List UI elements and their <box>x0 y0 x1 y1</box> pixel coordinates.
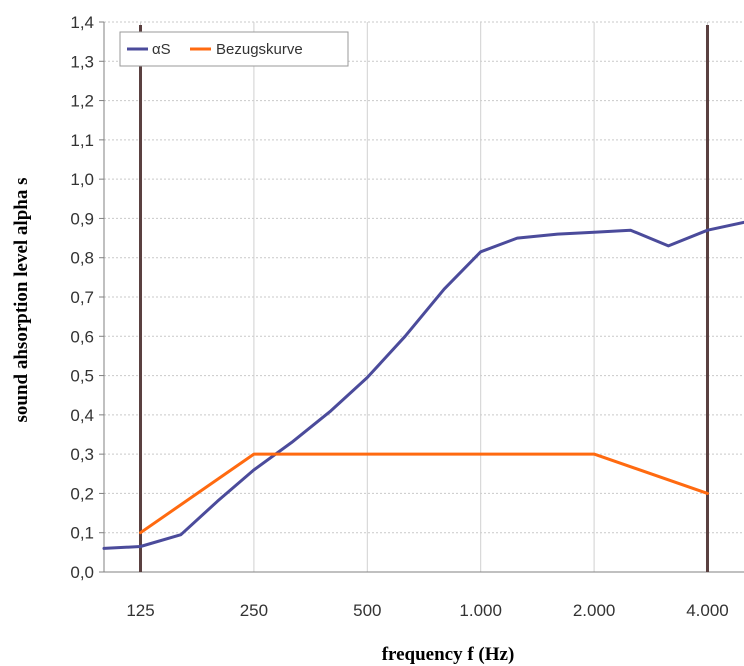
legend-label-bezugskurve: Bezugskurve <box>216 41 303 58</box>
y-tick-label: 0,7 <box>70 288 94 307</box>
y-tick-label: 1,1 <box>70 131 94 150</box>
y-tick-label: 0,1 <box>70 524 94 543</box>
x-tick-label: 2.000 <box>573 601 616 620</box>
x-tick-label: 125 <box>126 601 154 620</box>
y-tick-label: 0,3 <box>70 445 94 464</box>
legend-box <box>119 31 349 67</box>
x-tick-labels: 125 250 500 1.000 2.000 4.000 <box>126 601 728 620</box>
y-tick-label: 0,0 <box>70 563 94 582</box>
y-tick-labels: 0,0 0,1 0,2 0,3 0,4 0,5 0,6 0,7 0,8 0,9 1,0 1,1 1,2 1… <box>70 13 94 582</box>
reference-lines <box>139 25 709 572</box>
x-axis-title: frequency f (Hz) <box>382 644 515 665</box>
y-tick-label: 1,2 <box>70 92 94 111</box>
y-tick-label: 0,6 <box>70 327 94 346</box>
grid <box>104 21 744 572</box>
series-line-1 <box>139 452 709 535</box>
y-axis-title: sound ahsorption level alpha s <box>11 178 32 423</box>
y-tick-label: 0,8 <box>70 249 94 268</box>
x-tick-label: 500 <box>353 601 381 620</box>
y-tick-label: 1,0 <box>70 170 94 189</box>
y-tick-label: 0,9 <box>70 209 94 228</box>
y-tick-label: 1,4 <box>70 13 94 32</box>
y-tick-label: 0,4 <box>70 406 94 425</box>
plot-frame <box>99 21 744 573</box>
x-tick-label: 1.000 <box>459 601 502 620</box>
y-tick-label: 0,2 <box>70 484 94 503</box>
legend: αS Bezugskurve <box>119 31 349 67</box>
y-tick-label: 0,5 <box>70 367 94 386</box>
x-tick-label: 4.000 <box>686 601 729 620</box>
legend-label-alpha-s: αS <box>152 41 171 58</box>
series-line-0 <box>102 220 744 550</box>
y-tick-label: 1,3 <box>70 52 94 71</box>
x-tick-label: 250 <box>240 601 268 620</box>
series-layer <box>102 220 744 550</box>
